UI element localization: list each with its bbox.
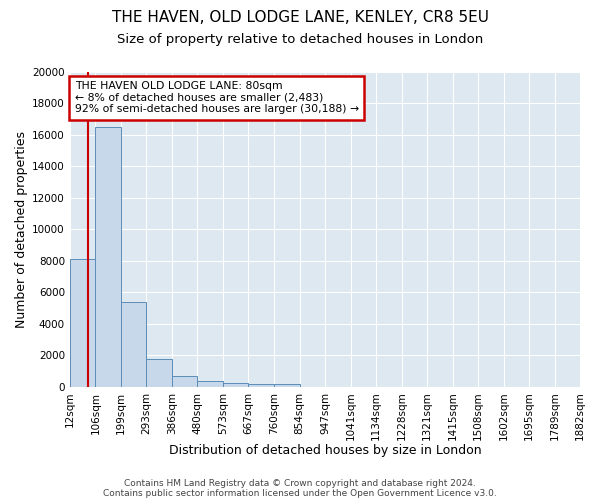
Bar xyxy=(248,384,274,386)
Bar xyxy=(70,259,95,386)
X-axis label: Distribution of detached houses by size in London: Distribution of detached houses by size … xyxy=(169,444,481,458)
Bar xyxy=(95,126,121,386)
Bar xyxy=(172,376,197,386)
Text: Contains HM Land Registry data © Crown copyright and database right 2024.: Contains HM Land Registry data © Crown c… xyxy=(124,478,476,488)
Y-axis label: Number of detached properties: Number of detached properties xyxy=(15,130,28,328)
Text: THE HAVEN, OLD LODGE LANE, KENLEY, CR8 5EU: THE HAVEN, OLD LODGE LANE, KENLEY, CR8 5… xyxy=(112,10,488,25)
Text: Size of property relative to detached houses in London: Size of property relative to detached ho… xyxy=(117,32,483,46)
Bar xyxy=(121,302,146,386)
Bar xyxy=(146,359,172,386)
Bar xyxy=(274,384,299,386)
Text: THE HAVEN OLD LODGE LANE: 80sqm
← 8% of detached houses are smaller (2,483)
92% : THE HAVEN OLD LODGE LANE: 80sqm ← 8% of … xyxy=(75,81,359,114)
Bar xyxy=(197,380,223,386)
Bar xyxy=(223,383,248,386)
Text: Contains public sector information licensed under the Open Government Licence v3: Contains public sector information licen… xyxy=(103,488,497,498)
